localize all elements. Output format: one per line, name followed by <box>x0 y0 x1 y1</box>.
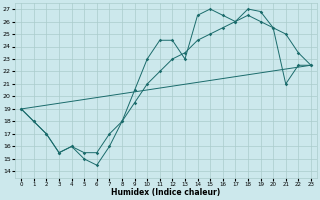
X-axis label: Humidex (Indice chaleur): Humidex (Indice chaleur) <box>111 188 221 197</box>
